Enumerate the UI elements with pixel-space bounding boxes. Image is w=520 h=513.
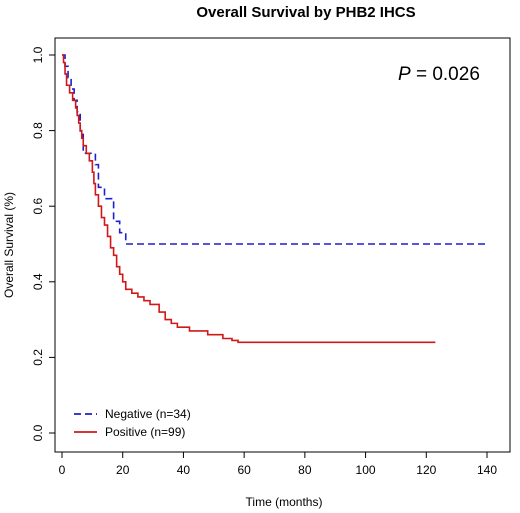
x-axis: 0 20 40 60 80 100 120 140 xyxy=(59,451,497,477)
p-value-annotation: P = 0.026 xyxy=(398,64,480,85)
plot-frame xyxy=(54,37,511,453)
legend: Negative (n=34) Positive (n=99) xyxy=(74,407,191,439)
x-tick-label: 120 xyxy=(416,463,436,477)
y-tick-label: 0.8 xyxy=(31,122,45,139)
y-tick-label: 0.0 xyxy=(31,424,45,441)
y-tick-label: 0.6 xyxy=(31,198,45,215)
x-tick-label: 20 xyxy=(116,463,130,477)
p-value-text: = 0.026 xyxy=(411,64,480,85)
x-tick-label: 40 xyxy=(177,463,191,477)
x-tick-label: 100 xyxy=(356,463,376,477)
y-axis-label: Overall Survival (%) xyxy=(2,192,16,298)
x-axis-label: Time (months) xyxy=(246,495,323,509)
y-axis: 0.0 0.2 0.4 0.6 0.8 1.0 xyxy=(31,46,56,441)
x-tick-label: 0 xyxy=(59,463,66,477)
y-tick-label: 0.2 xyxy=(31,349,45,366)
p-value-symbol: P xyxy=(398,64,411,85)
legend-label: Positive (n=99) xyxy=(105,425,185,439)
series-layer xyxy=(62,54,487,344)
x-tick-label: 80 xyxy=(298,463,312,477)
chart-title: Overall Survival by PHB2 IHCS xyxy=(196,4,415,21)
x-tick-label: 60 xyxy=(237,463,251,477)
y-tick-label: 1.0 xyxy=(31,46,45,63)
series-positive-line xyxy=(62,54,436,344)
legend-label: Negative (n=34) xyxy=(105,407,191,421)
x-tick-label: 140 xyxy=(477,463,497,477)
y-tick-label: 0.4 xyxy=(31,273,45,290)
